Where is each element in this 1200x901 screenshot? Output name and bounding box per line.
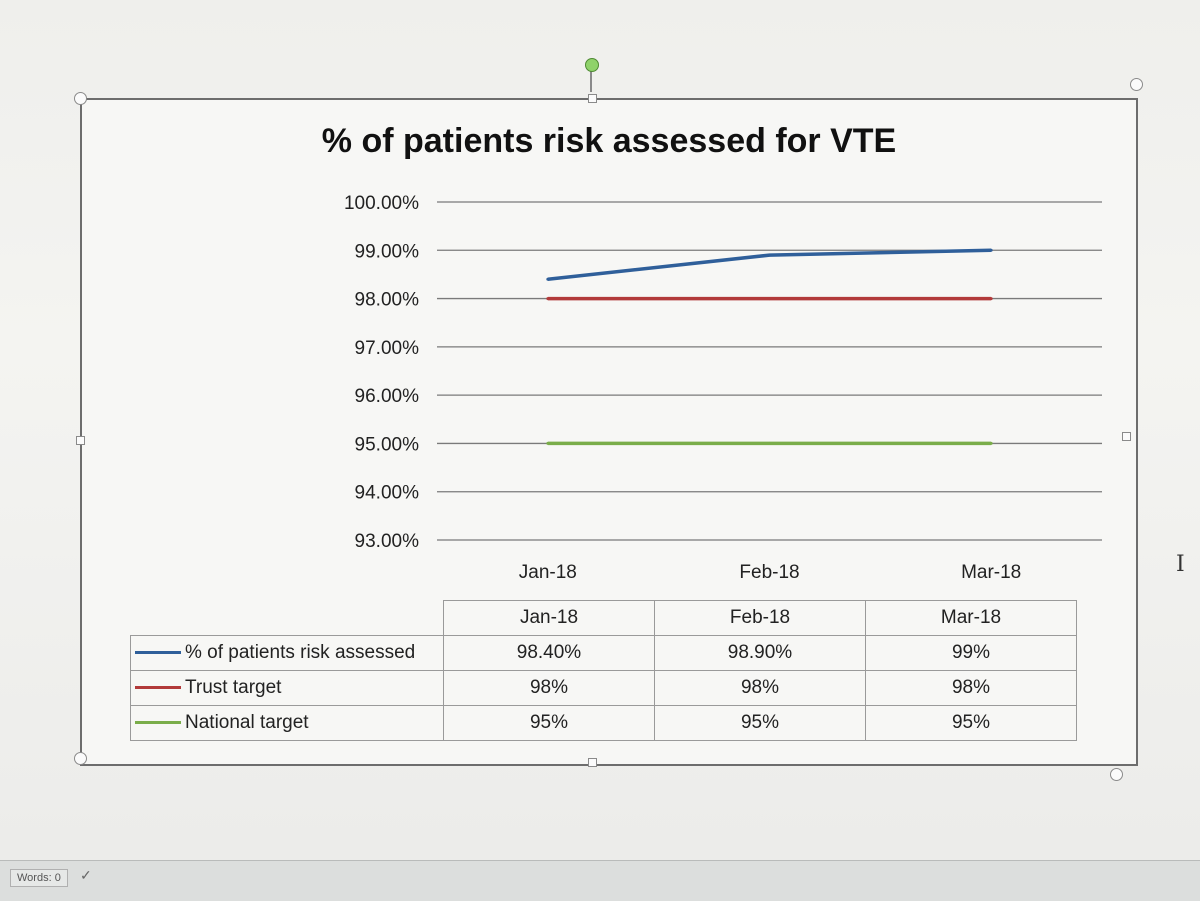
table-cell: 95% <box>443 705 655 741</box>
y-tick-label: 95.00% <box>355 434 420 455</box>
data-point <box>768 253 771 257</box>
legend-label: National target <box>185 712 309 733</box>
table-cell: 95% <box>654 705 866 741</box>
y-tick-label: 96.00% <box>355 386 420 407</box>
resize-handle-left[interactable] <box>76 436 85 445</box>
y-tick-label: 100.00% <box>344 193 419 214</box>
table-header-jan: Jan-18 <box>443 600 655 636</box>
y-tick-label: 99.00% <box>355 241 420 262</box>
data-point <box>768 441 771 445</box>
data-point <box>768 297 771 301</box>
word-count[interactable]: Words: 0 <box>10 869 68 887</box>
proofing-icon[interactable]: ✓ <box>80 867 92 883</box>
chart-title: % of patients risk assessed for VTE <box>321 122 897 160</box>
legend-trust-target: Trust target <box>130 670 444 706</box>
data-point <box>989 248 993 252</box>
rotate-handle[interactable] <box>585 58 599 72</box>
chart-plot: 100.00% 99.00% 98.00% 97.00% 96.00% 95.00% 94.… <box>344 193 1102 583</box>
y-tick-label: 97.00% <box>355 338 420 359</box>
legend-risk-assessed: % of patients risk assessed <box>130 635 444 671</box>
x-tick-label: Mar-18 <box>961 562 1021 583</box>
x-tick-label: Feb-18 <box>739 562 799 583</box>
table-header-mar: Mar-18 <box>865 600 1077 636</box>
table-cell: 98% <box>654 670 866 706</box>
chart-data-table: Jan-18 Feb-18 Mar-18 % of patients risk … <box>130 600 1077 741</box>
table-corner <box>130 600 444 636</box>
legend-key-green <box>135 721 181 725</box>
resize-handle-bottom-left[interactable] <box>74 752 87 765</box>
data-point <box>546 297 550 301</box>
resize-handle-right[interactable] <box>1122 432 1131 441</box>
table-row-national-target: National target 95% 95% 95% <box>130 705 1077 741</box>
rotate-handle-stem <box>590 70 592 92</box>
table-cell: 98% <box>865 670 1077 706</box>
table-cell: 98.40% <box>443 635 655 671</box>
table-cell: 95% <box>865 705 1077 741</box>
legend-label: % of patients risk assessed <box>185 642 416 663</box>
data-point <box>989 441 993 445</box>
legend-key-red <box>135 686 181 690</box>
resize-handle-top[interactable] <box>588 94 597 103</box>
table-cell: 99% <box>865 635 1077 671</box>
resize-handle-bottom[interactable] <box>588 758 597 767</box>
chart-object[interactable]: % of patients risk assessed for VTE 100.… <box>74 78 1143 781</box>
legend-key-blue <box>135 651 181 655</box>
table-header-row: Jan-18 Feb-18 Mar-18 <box>130 600 1077 636</box>
table-header-feb: Feb-18 <box>654 600 866 636</box>
y-tick-label: 98.00% <box>355 290 420 311</box>
y-tick-label: 93.00% <box>355 531 420 552</box>
resize-handle-top-left[interactable] <box>74 92 87 105</box>
text-cursor-icon: I <box>1176 552 1185 577</box>
table-row-trust-target: Trust target 98% 98% 98% <box>130 670 1077 706</box>
data-point <box>989 297 993 301</box>
resize-handle-bottom-right[interactable] <box>1110 768 1123 781</box>
legend-national-target: National target <box>130 705 444 741</box>
y-tick-label: 94.00% <box>355 483 420 504</box>
data-point <box>546 277 550 281</box>
table-cell: 98.90% <box>654 635 866 671</box>
status-bar: Words: 0 ✓ <box>0 860 1200 901</box>
resize-handle-top-right[interactable] <box>1130 78 1143 91</box>
x-tick-label: Jan-18 <box>519 562 577 583</box>
legend-label: Trust target <box>185 677 282 698</box>
table-cell: 98% <box>443 670 655 706</box>
table-row-risk-assessed: % of patients risk assessed 98.40% 98.90… <box>130 635 1077 671</box>
data-point <box>546 441 550 445</box>
